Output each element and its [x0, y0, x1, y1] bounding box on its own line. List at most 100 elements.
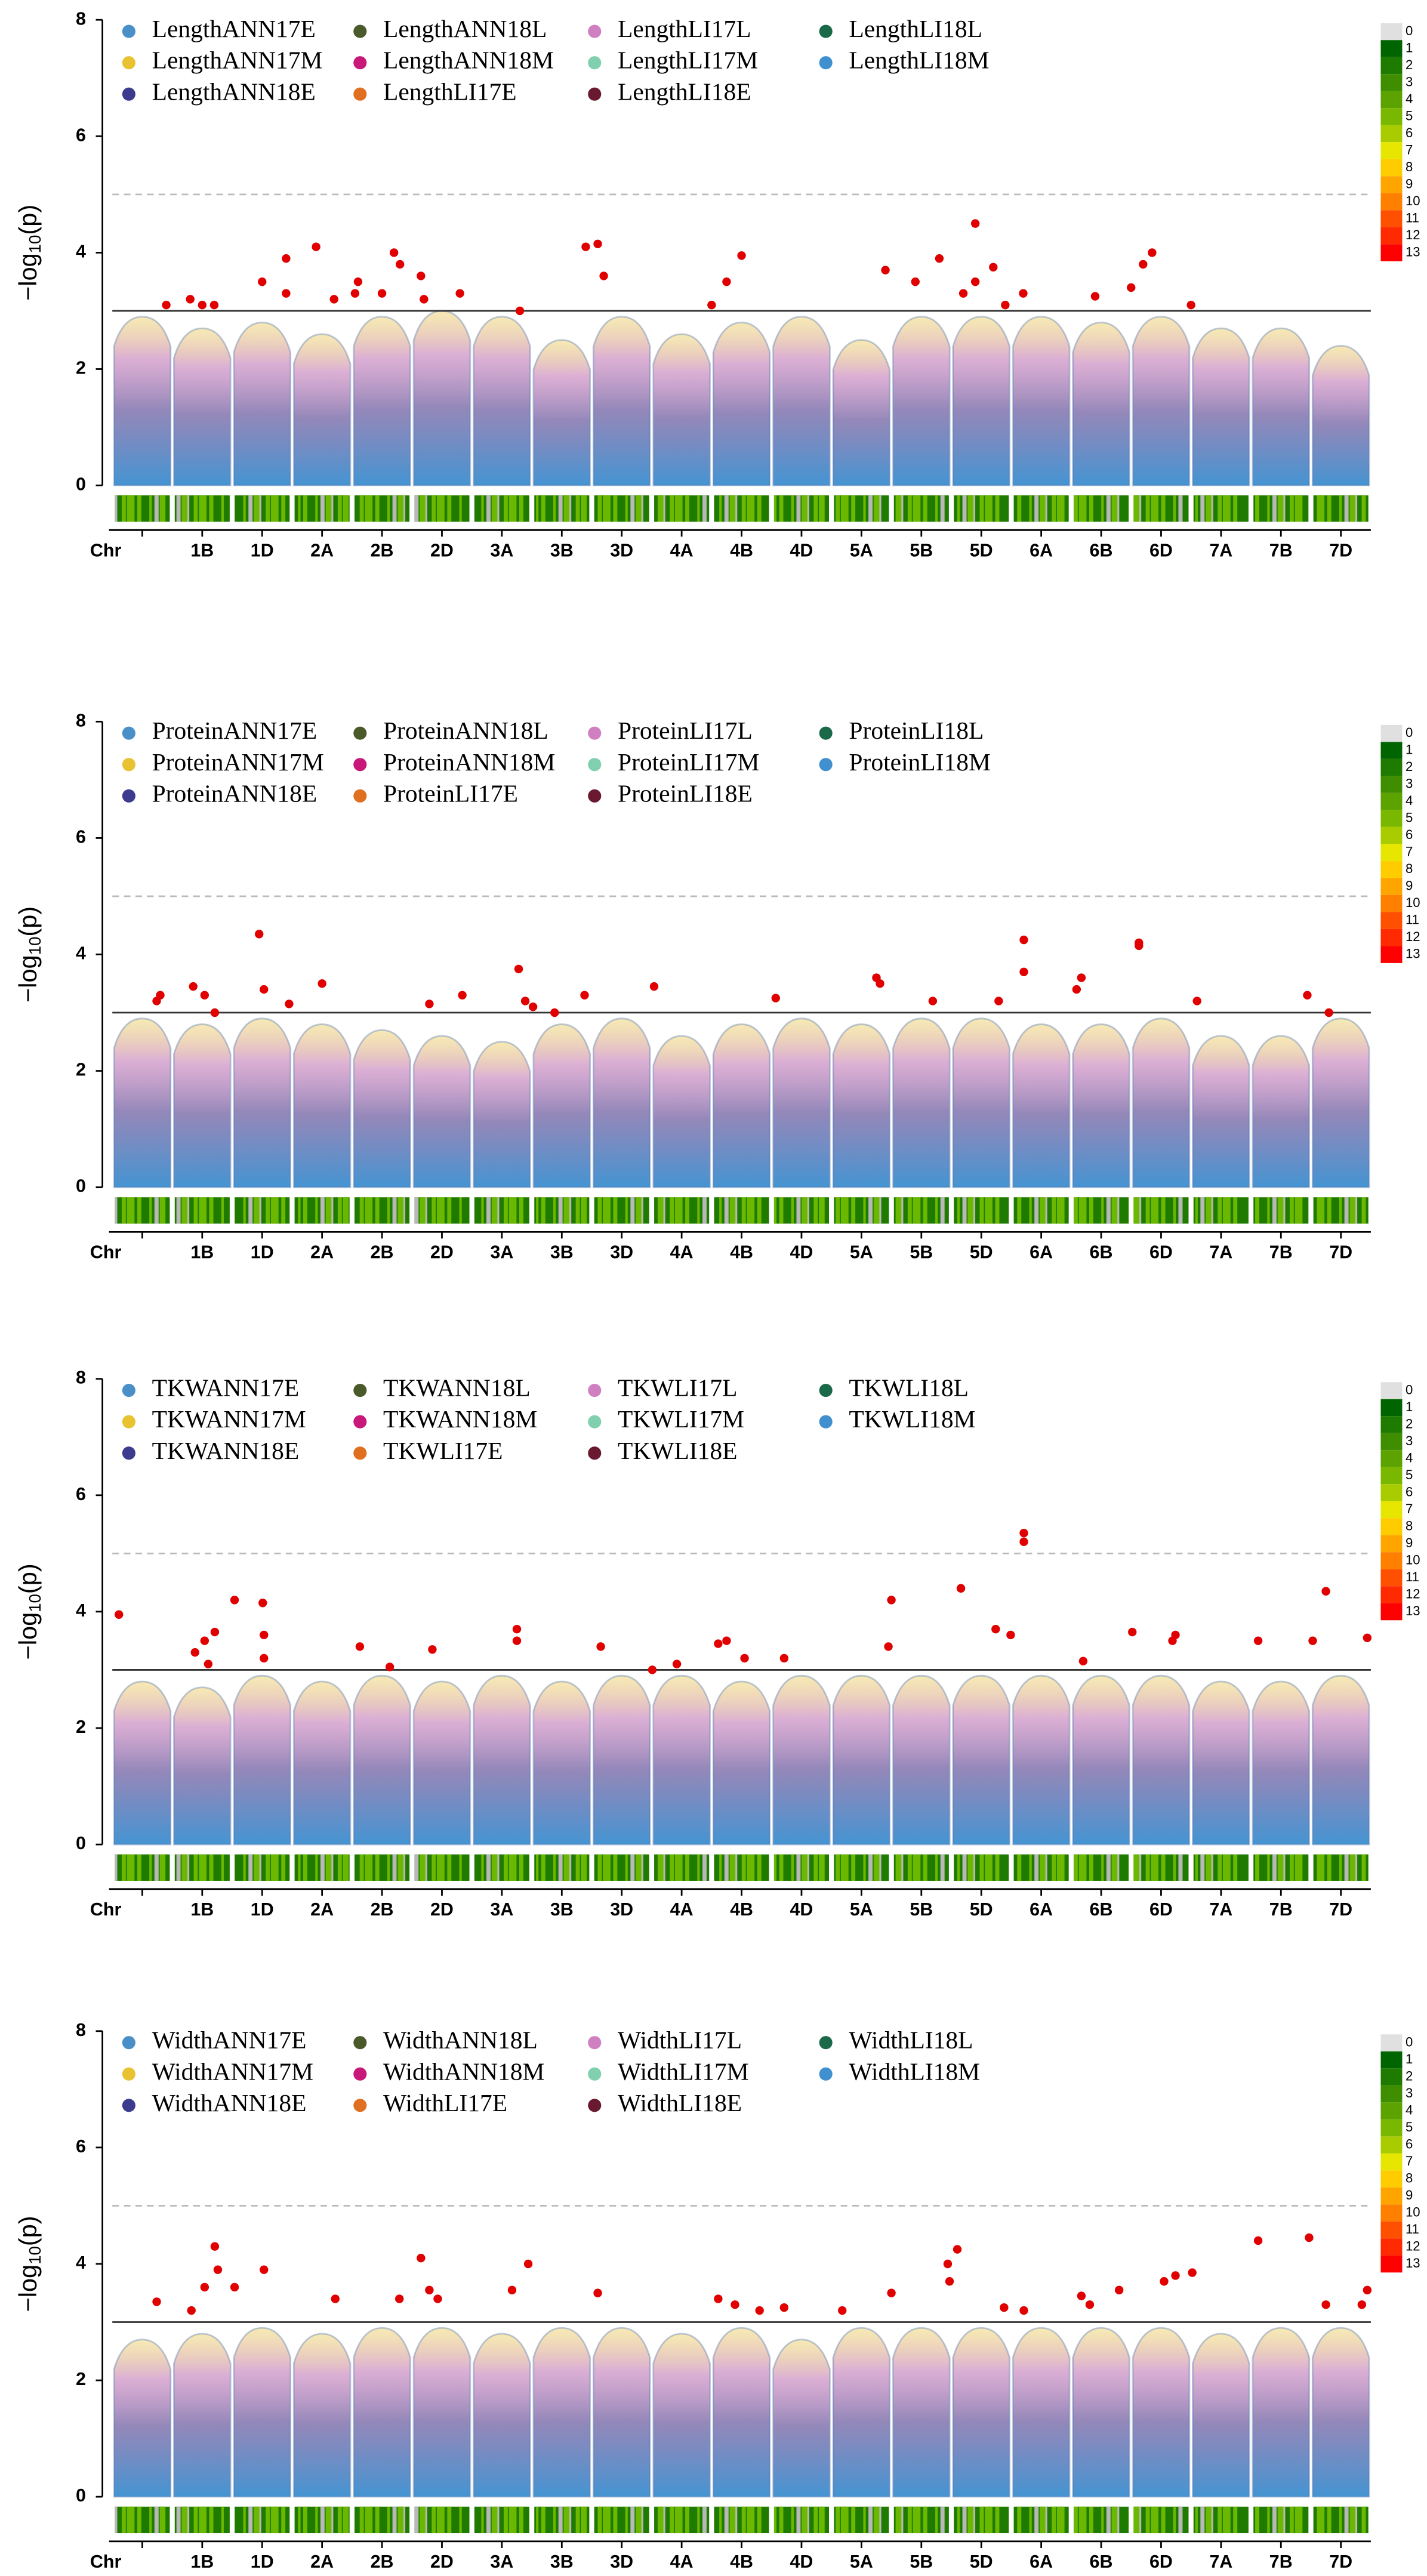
- legend-label: WidthLI17M: [618, 2057, 749, 2085]
- legend-label: WidthLI17L: [618, 2026, 742, 2054]
- density-key: [1380, 2102, 1403, 2120]
- density-band: [995, 495, 1000, 522]
- legend-marker: [122, 758, 135, 772]
- density-band: [697, 1197, 700, 1224]
- significant-snp: [1114, 2285, 1124, 2295]
- x-tick-label: 6A: [1030, 1899, 1053, 1920]
- density-band: [193, 495, 198, 522]
- density-band: [298, 1854, 301, 1881]
- significant-snp: [190, 1648, 199, 1657]
- density-band: [1139, 2506, 1142, 2534]
- density-band: [397, 495, 403, 522]
- snp-cloud: [712, 2327, 771, 2498]
- density-band: [863, 1854, 866, 1881]
- density-band: [337, 1197, 342, 1224]
- significant-snp: [1127, 283, 1136, 292]
- density-band: [1233, 2506, 1238, 2534]
- density-band: [846, 1197, 849, 1224]
- density-band: [320, 495, 325, 522]
- significant-snp: [389, 248, 399, 257]
- density-band: [432, 1197, 436, 1224]
- density-band: [1300, 1854, 1303, 1881]
- density-band: [972, 2506, 976, 2534]
- density-band: [757, 1854, 762, 1881]
- significant-snp: [1128, 1627, 1137, 1637]
- snp-cloud: [952, 2327, 1011, 2498]
- density-band: [1218, 1854, 1222, 1881]
- density-band: [1155, 1854, 1159, 1881]
- density-band: [630, 495, 635, 522]
- significant-snp: [771, 994, 780, 1002]
- snp-cloud: [712, 1023, 771, 1189]
- density-key-label: 12: [1406, 2238, 1420, 2253]
- snp-cloud: [892, 1674, 951, 1846]
- y-label-part: −log: [14, 955, 42, 1002]
- density-band: [840, 495, 847, 522]
- density-band: [186, 2506, 190, 2534]
- density-band: [325, 1197, 332, 1224]
- x-tick-label: 5A: [850, 1899, 873, 1920]
- density-band: [497, 1854, 500, 1881]
- significant-snp: [1363, 2285, 1372, 2295]
- x-tick-label: 1B: [190, 1899, 214, 1920]
- density-band: [1052, 495, 1056, 522]
- density-band: [1295, 1854, 1301, 1881]
- density-band: [907, 1197, 912, 1224]
- snp-cloud: [292, 1680, 352, 1846]
- density-band: [918, 1854, 921, 1881]
- density-key-label: 3: [1406, 776, 1413, 791]
- density-band: [940, 495, 945, 522]
- density-band: [1255, 1854, 1260, 1881]
- density-band: [1277, 495, 1284, 522]
- density-band: [414, 1854, 419, 1881]
- density-band: [662, 1197, 665, 1224]
- density-band: [1222, 495, 1229, 522]
- density-band: [1017, 1854, 1022, 1881]
- density-band: [640, 495, 643, 522]
- density-band: [1195, 2506, 1198, 2534]
- density-key: [1380, 74, 1403, 91]
- density-band: [702, 2506, 707, 2534]
- density-band: [199, 1854, 205, 1881]
- density-key: [1380, 125, 1403, 143]
- density-band: [1283, 2506, 1286, 2534]
- density-band: [481, 1197, 484, 1224]
- density-band: [625, 1197, 628, 1224]
- legend-label: TKWLI18L: [849, 1374, 969, 1402]
- density-band: [253, 495, 260, 522]
- density-band: [636, 2506, 642, 2534]
- density-band: [967, 2506, 973, 2534]
- y-tick-label: 8: [76, 1368, 86, 1388]
- y-tick-label: 0: [76, 474, 86, 495]
- density-key-label: 0: [1406, 23, 1413, 38]
- snp-cloud: [1311, 1017, 1370, 1189]
- density-band: [972, 1854, 976, 1881]
- density-band: [1267, 1197, 1270, 1224]
- density-key-label: 11: [1406, 210, 1419, 225]
- legend-marker: [819, 2067, 833, 2081]
- density-band: [901, 495, 904, 522]
- density-band: [918, 495, 921, 522]
- significant-snp: [838, 2306, 847, 2315]
- x-tick-label: 4D: [790, 2552, 813, 2572]
- density-band: [752, 1197, 755, 1224]
- y-tick-label: 2: [76, 1717, 86, 1737]
- density-band: [1289, 1197, 1294, 1224]
- snp-cloud: [233, 322, 292, 486]
- density-band: [1178, 1197, 1183, 1224]
- density-band: [702, 1854, 707, 1881]
- y-tick-label: 6: [76, 1484, 86, 1504]
- density-band: [895, 2506, 902, 2534]
- x-axis-label: Chr: [90, 2552, 122, 2572]
- density-key-label: 10: [1406, 895, 1420, 910]
- density-band: [137, 495, 141, 522]
- snp-cloud: [1132, 316, 1191, 486]
- density-band: [868, 1197, 873, 1224]
- density-key-label: 10: [1406, 193, 1420, 208]
- density-band: [276, 1854, 279, 1881]
- density-band: [662, 495, 665, 522]
- density-key: [1380, 2204, 1403, 2222]
- density-band: [536, 1197, 539, 1224]
- legend-label: TKWANN17M: [152, 1405, 306, 1433]
